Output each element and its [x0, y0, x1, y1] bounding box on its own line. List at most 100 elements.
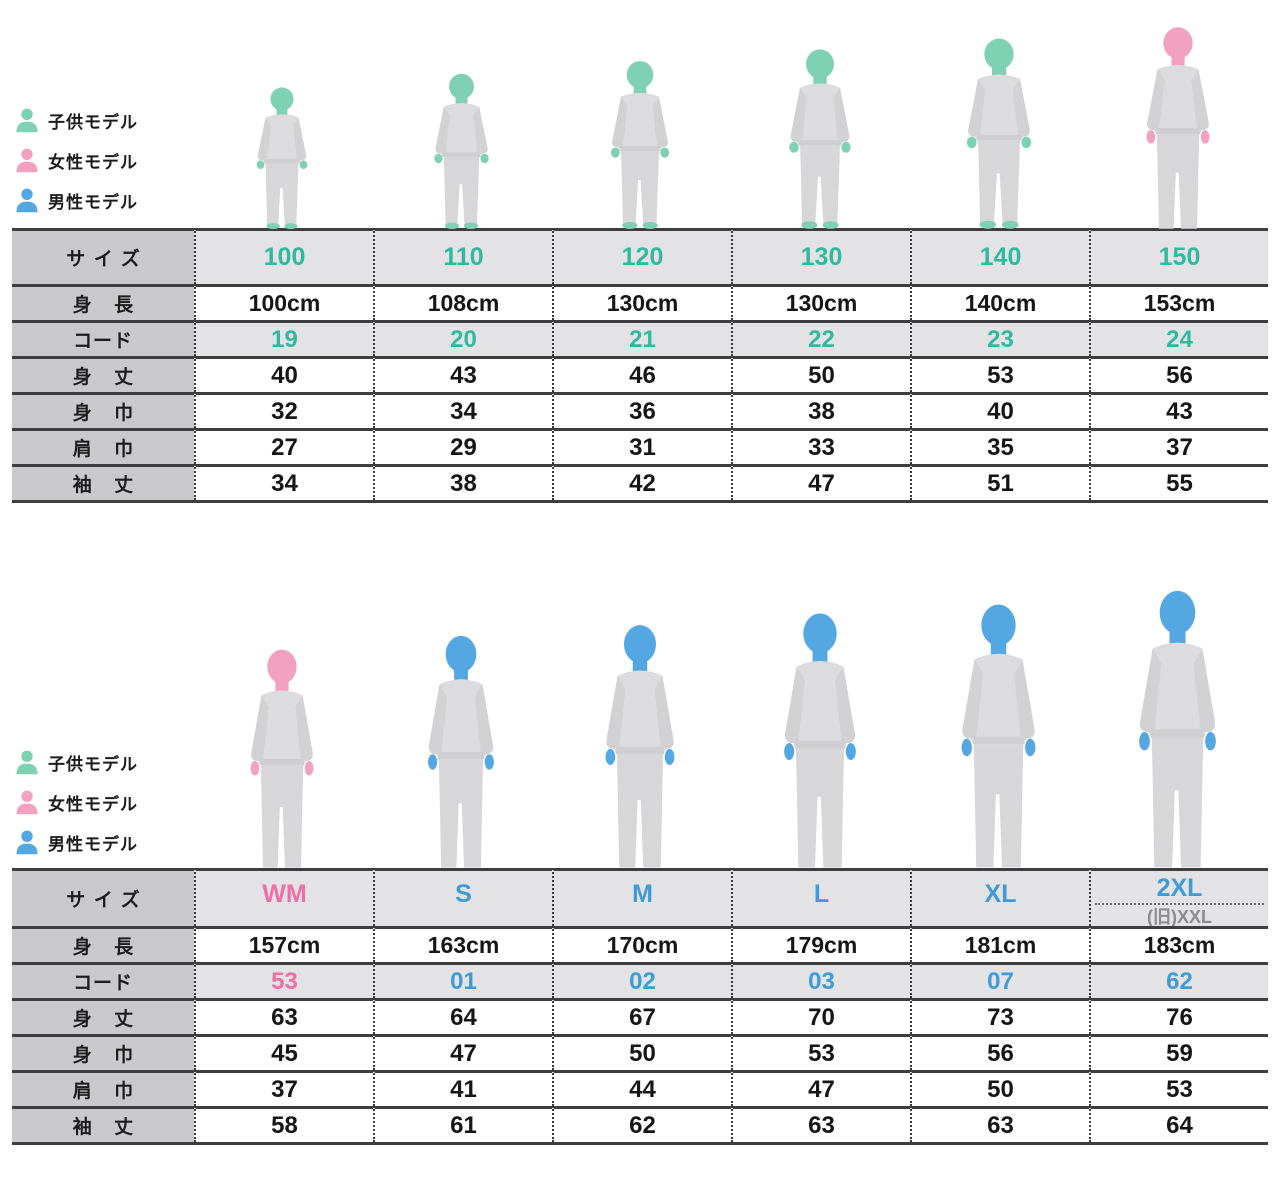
adults-sleeve-cell: 58 [194, 1106, 373, 1142]
adults-shoulder-cell: 44 [552, 1070, 731, 1106]
kids-body-width-cell: 34 [373, 392, 552, 428]
child-model-icon [14, 106, 40, 134]
adults-size-table: サイズ WM S M L XL 2XL (旧)XXL 身 長 157cm 163… [12, 868, 1268, 1145]
kids-body-width-cell: 38 [731, 392, 910, 428]
model-figure-100 [249, 84, 315, 230]
kids-size-150: 150 [1089, 228, 1268, 284]
adults-body-length-cell: 70 [731, 998, 910, 1034]
adults-height-cell: 179cm [731, 926, 910, 962]
model-figure-WM [238, 645, 326, 869]
kids-sleeve-cell: 42 [552, 464, 731, 500]
kids-height-cell: 130cm [552, 284, 731, 320]
kids-code-cell: 20 [373, 320, 552, 356]
kids-row-label-sleeve-length: 袖 丈 [12, 464, 194, 500]
kids-sleeve-cell: 38 [373, 464, 552, 500]
kids-body-length-cell: 56 [1089, 356, 1268, 392]
dotted-divider [1095, 903, 1264, 905]
kids-body-length-cell: 53 [910, 356, 1089, 392]
legend-item-female: 女性モデル [14, 140, 214, 180]
kids-shoulder-cell: 33 [731, 428, 910, 464]
adults-code-cell: 03 [731, 962, 910, 998]
adults-sleeve-cell: 63 [731, 1106, 910, 1142]
kids-code-cell: 24 [1089, 320, 1268, 356]
adults-body-width-cell: 47 [373, 1034, 552, 1070]
kids-body-length-cell: 50 [731, 356, 910, 392]
kids-size-120: 120 [552, 228, 731, 284]
kids-shoulder-cell: 37 [1089, 428, 1268, 464]
male-model-icon [14, 828, 40, 856]
adults-size-S: S [373, 868, 552, 926]
adults-size-L: L [731, 868, 910, 926]
kids-size-130: 130 [731, 228, 910, 284]
adults-code-cell: 53 [194, 962, 373, 998]
adults-row-label-height: 身 長 [12, 926, 194, 962]
kids-height-cell: 130cm [731, 284, 910, 320]
adults-shoulder-cell: 41 [373, 1070, 552, 1106]
kids-row-label-code: コード [12, 320, 194, 356]
kids-body-width-cell: 43 [1089, 392, 1268, 428]
adults-sleeve-cell: 61 [373, 1106, 552, 1142]
model-figure-S [415, 631, 507, 869]
legend-item-child: 子供モデル [14, 742, 214, 782]
kids-code-cell: 19 [194, 320, 373, 356]
adults-body-width-cell: 53 [731, 1034, 910, 1070]
adults-body-width-cell: 45 [194, 1034, 373, 1070]
legend-item-male: 男性モデル [14, 180, 214, 220]
model-figure-140 [957, 34, 1041, 230]
female-model-icon [14, 788, 40, 816]
kids-sleeve-cell: 47 [731, 464, 910, 500]
adults-body-width-cell: 50 [552, 1034, 731, 1070]
kids-shoulder-cell: 31 [552, 428, 731, 464]
kids-sleeve-cell: 55 [1089, 464, 1268, 500]
adults-sleeve-cell: 64 [1089, 1106, 1268, 1142]
kids-body-length-cell: 40 [194, 356, 373, 392]
adults-body-width-cell: 56 [910, 1034, 1089, 1070]
model-figure-150 [1134, 23, 1222, 230]
kids-height-cell: 140cm [910, 284, 1089, 320]
legend-label-child: 子供モデル [48, 754, 138, 774]
model-figure-M [592, 620, 688, 869]
kids-code-cell: 22 [731, 320, 910, 356]
model-figure-110 [426, 70, 497, 230]
kids-shoulder-cell: 27 [194, 428, 373, 464]
kids-code-cell: 23 [910, 320, 1089, 356]
adults-row-label-body-width: 身 巾 [12, 1034, 194, 1070]
adults-row-label-body-length: 身 丈 [12, 998, 194, 1034]
adults-size-header-label: サイズ [12, 868, 194, 926]
female-model-icon [14, 146, 40, 174]
child-model-icon [14, 748, 40, 776]
adults-body-length-cell: 76 [1089, 998, 1268, 1034]
kids-height-cell: 108cm [373, 284, 552, 320]
adults-body-length-cell: 67 [552, 998, 731, 1034]
kids-row-label-body-width: 身 巾 [12, 392, 194, 428]
kids-body-width-cell: 32 [194, 392, 373, 428]
adults-row-label-sleeve-length: 袖 丈 [12, 1106, 194, 1142]
adults-code-cell: 07 [910, 962, 1089, 998]
kids-code-cell: 21 [552, 320, 731, 356]
kids-body-width-cell: 40 [910, 392, 1089, 428]
adults-row-label-code: コード [12, 962, 194, 998]
kids-body-length-cell: 46 [552, 356, 731, 392]
adults-height-cell: 181cm [910, 926, 1089, 962]
adults-size-M: M [552, 868, 731, 926]
adults-height-cell: 157cm [194, 926, 373, 962]
kids-body-length-cell: 43 [373, 356, 552, 392]
kids-size-140: 140 [910, 228, 1089, 284]
legend-label-female: 女性モデル [48, 794, 138, 814]
kids-size-110: 110 [373, 228, 552, 284]
adults-body-length-cell: 63 [194, 998, 373, 1034]
adults-shoulder-cell: 47 [731, 1070, 910, 1106]
adults-size-2XL-label: 2XL [1156, 874, 1203, 902]
legend-item-male: 男性モデル [14, 822, 214, 862]
male-model-icon [14, 186, 40, 214]
kids-shoulder-cell: 35 [910, 428, 1089, 464]
adults-size-2XL-old-name: (旧)XXL [1147, 907, 1212, 927]
legend-label-male: 男性モデル [48, 192, 138, 212]
adults-code-cell: 02 [552, 962, 731, 998]
legend-label-child: 子供モデル [48, 112, 138, 132]
kids-row-label-body-length: 身 丈 [12, 356, 194, 392]
kids-shoulder-cell: 29 [373, 428, 552, 464]
model-figure-130 [780, 45, 860, 230]
model-figure-XL [947, 599, 1050, 869]
